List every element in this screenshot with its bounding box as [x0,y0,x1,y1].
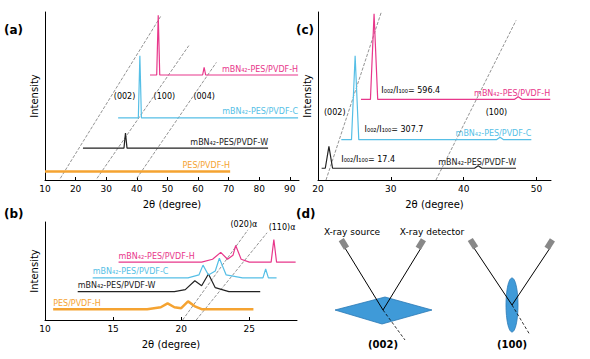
svg-text:mBN₄₂-PES/PVDF-W: mBN₄₂-PES/PVDF-W [78,281,156,290]
svg-text:2θ (degree): 2θ (degree) [142,339,201,350]
svg-text:(c): (c) [296,23,314,37]
svg-text:Intensity: Intensity [302,74,313,118]
svg-text:2θ (degree): 2θ (degree) [405,199,464,210]
svg-text:60: 60 [192,184,204,194]
svg-text:I₀₀₂/I₁₀₀= 17.4: I₀₀₂/I₁₀₀= 17.4 [341,155,395,164]
svg-text:90: 90 [284,184,296,194]
svg-text:mBN₄₂-PES/PVDF-C: mBN₄₂-PES/PVDF-C [222,107,298,116]
svg-text:mBN₄₂-PES/PVDF-C: mBN₄₂-PES/PVDF-C [93,267,169,276]
svg-text:mBN₄₂-PES/PVDF-C: mBN₄₂-PES/PVDF-C [456,129,532,138]
svg-text:10: 10 [39,184,51,194]
svg-text:(002): (002) [324,108,346,117]
svg-text:20: 20 [312,184,324,194]
svg-text:(110)α: (110)α [269,223,296,232]
svg-text:(002): (002) [114,92,136,101]
svg-text:PES/PVDF-H: PES/PVDF-H [53,299,101,308]
svg-text:30: 30 [100,184,112,194]
svg-text:mBN₄₂-PES/PVDF-H: mBN₄₂-PES/PVDF-H [119,252,195,261]
svg-text:70: 70 [223,184,235,194]
svg-text:40: 40 [458,184,470,194]
svg-text:mBN₄₂-PES/PVDF-W: mBN₄₂-PES/PVDF-W [438,158,516,167]
svg-text:(020)α: (020)α [230,220,257,229]
svg-text:mBN₄₂-PES/PVDF-H: mBN₄₂-PES/PVDF-H [222,65,298,74]
svg-text:50: 50 [531,184,543,194]
svg-text:30: 30 [385,184,397,194]
svg-text:(100): (100) [497,339,527,350]
svg-text:X-ray detector: X-ray detector [400,227,465,237]
svg-text:(002): (002) [368,339,398,350]
svg-text:mBN₄₂-PES/PVDF-W: mBN₄₂-PES/PVDF-W [190,138,268,147]
svg-text:(a): (a) [4,23,23,37]
svg-text:Intensity: Intensity [29,74,40,118]
svg-text:(004): (004) [193,92,215,101]
svg-text:20: 20 [70,184,82,194]
svg-text:X-ray source: X-ray source [324,227,381,237]
svg-text:15: 15 [107,324,118,334]
svg-text:(d): (d) [296,207,316,221]
svg-text:(100): (100) [486,108,508,117]
svg-text:50: 50 [162,184,174,194]
svg-text:10: 10 [39,324,51,334]
svg-text:80: 80 [253,184,265,194]
svg-text:20: 20 [175,324,187,334]
svg-text:(100): (100) [154,92,176,101]
svg-text:Intensity: Intensity [29,249,40,293]
svg-text:(b): (b) [4,207,24,221]
svg-text:I₀₀₂/I₁₀₀= 596.4: I₀₀₂/I₁₀₀= 596.4 [381,86,440,95]
svg-text:mBN₄₂-PES/PVDF-H: mBN₄₂-PES/PVDF-H [474,89,550,98]
svg-text:PES/PVDF-H: PES/PVDF-H [183,161,231,170]
svg-text:I₀₀₂/I₁₀₀= 307.7: I₀₀₂/I₁₀₀= 307.7 [365,125,424,134]
svg-text:2θ (degree): 2θ (degree) [143,199,202,210]
svg-text:40: 40 [131,184,143,194]
svg-text:25: 25 [244,324,255,334]
